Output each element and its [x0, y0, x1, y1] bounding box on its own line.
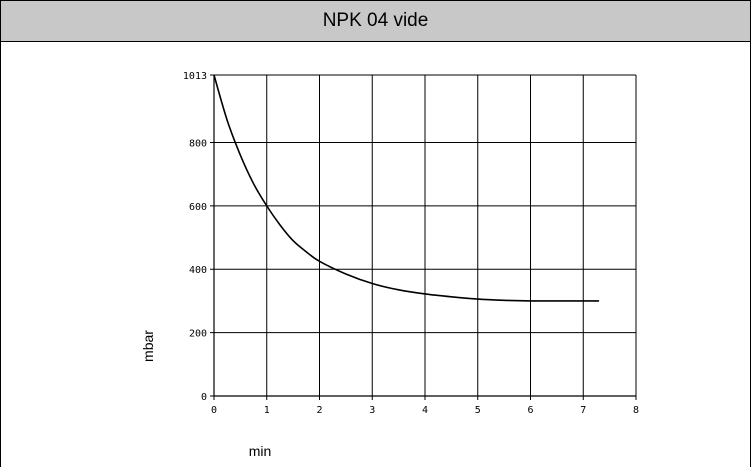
- x-tick-label: 4: [422, 405, 428, 416]
- y-tick-labels: 0 200 400 600 800 1013: [183, 71, 207, 403]
- y-tick-label: 600: [189, 202, 207, 213]
- x-axis-title: min: [249, 443, 272, 459]
- series-line: [213, 74, 600, 302]
- series-group: [213, 74, 600, 302]
- y-tick-label: 400: [189, 265, 207, 276]
- y-tick-label: 1013: [183, 71, 207, 82]
- x-tick-labels: 0 1 2 3 4 5 6 7 8: [211, 405, 639, 416]
- x-tick-label: 5: [475, 405, 481, 416]
- y-axis-title: mbar: [140, 330, 156, 362]
- x-tick-label: 1: [264, 405, 270, 416]
- y-tick-label: 200: [189, 329, 207, 340]
- x-tick-label: 0: [211, 405, 217, 416]
- x-tick-label: 3: [369, 405, 375, 416]
- y-tick-label: 0: [201, 392, 207, 403]
- grid: [214, 74, 637, 396]
- axes: [210, 74, 637, 400]
- x-tick-label: 6: [527, 405, 533, 416]
- x-tick-label: 7: [580, 405, 586, 416]
- x-tick-label: 2: [316, 405, 322, 416]
- y-tick-label: 800: [189, 138, 207, 149]
- x-tick-label: 8: [633, 405, 639, 416]
- chart-title: NPK 04 vide: [1, 1, 750, 42]
